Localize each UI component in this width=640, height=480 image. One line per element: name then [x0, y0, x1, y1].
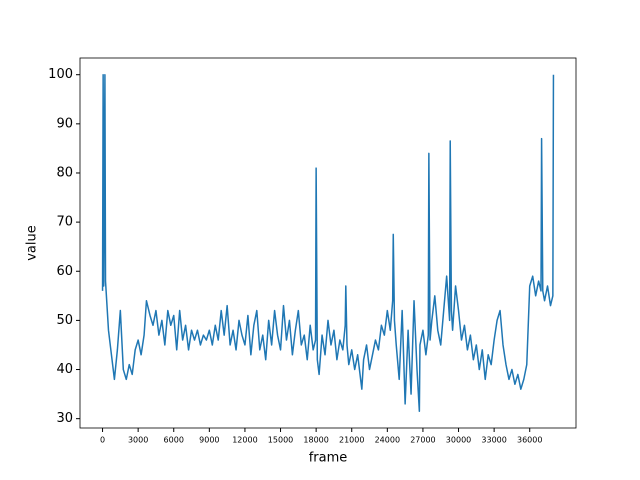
- x-tick-label: 12000: [232, 436, 257, 445]
- x-axis-label: frame: [309, 451, 348, 466]
- y-tick-label: 50: [56, 313, 73, 328]
- y-tick-label: 70: [56, 215, 73, 230]
- x-tick-label: 30000: [446, 436, 471, 445]
- x-tick-label: 15000: [268, 436, 293, 445]
- x-tick-label: 33000: [481, 436, 506, 445]
- data-line: [101, 73, 555, 413]
- x-tick-label: 24000: [375, 436, 400, 445]
- x-tick-label: 3000: [128, 436, 148, 445]
- x-tick-label: 9000: [199, 436, 219, 445]
- y-tick-label: 90: [56, 116, 73, 131]
- y-tick-label: 80: [56, 165, 73, 180]
- y-tick-label: 100: [48, 67, 73, 82]
- y-axis-label: value: [25, 225, 40, 261]
- x-tick-label: 27000: [410, 436, 435, 445]
- x-tick-label: 18000: [303, 436, 328, 445]
- x-tick-label: 6000: [164, 436, 184, 445]
- x-tick-label: 21000: [339, 436, 364, 445]
- x-tick-label: 36000: [517, 436, 542, 445]
- y-tick-label: 60: [56, 264, 73, 279]
- y-tick-label: 40: [56, 362, 73, 377]
- x-tick-label: 0: [100, 436, 105, 445]
- y-tick-label: 30: [56, 411, 73, 426]
- plot-frame: [79, 57, 577, 429]
